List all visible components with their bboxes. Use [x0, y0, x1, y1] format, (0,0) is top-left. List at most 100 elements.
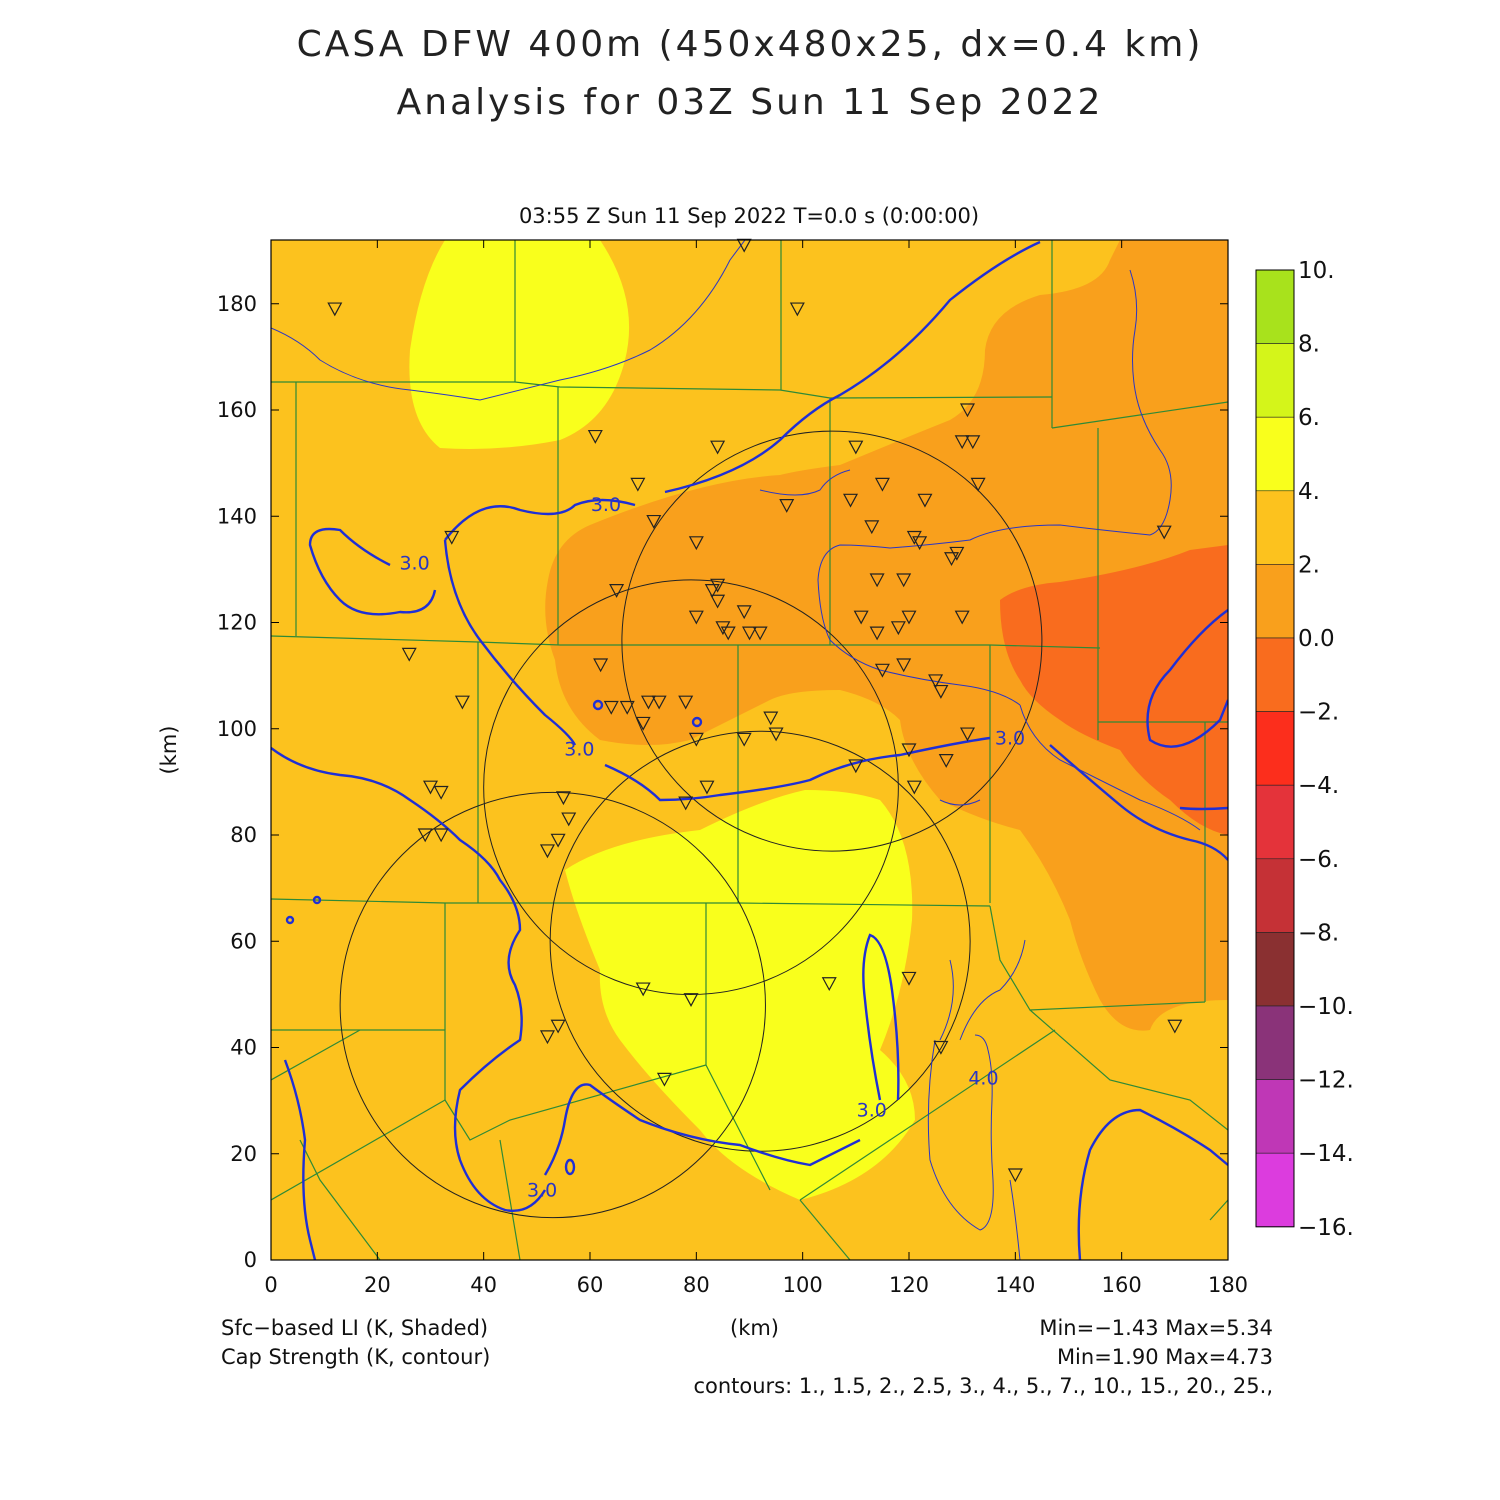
- station-marker-icon: [401, 647, 417, 662]
- station-marker-icon: [444, 530, 460, 545]
- station-marker-icon: [864, 520, 880, 535]
- x-tick-label: 120: [889, 1273, 929, 1297]
- colorbar-label: 4.: [1298, 479, 1320, 505]
- station-marker-icon: [917, 493, 933, 508]
- station-marker-icon: [1007, 1168, 1023, 1183]
- x-tick-label: 0: [264, 1273, 277, 1297]
- station-marker-icon: [710, 578, 726, 593]
- station-marker-icon: [741, 626, 758, 641]
- station-marker-icon: [710, 440, 726, 455]
- colorbar-label: −16.: [1298, 1215, 1354, 1241]
- station-marker-icon: [869, 626, 885, 641]
- station-marker-icon: [763, 711, 779, 726]
- station-marker-icon: [1156, 525, 1172, 540]
- radar-ring: [339, 791, 766, 1219]
- x-axis: 0 20 40 60 80 100 120 140 160 180: [264, 240, 1248, 1297]
- station-marker-icon: [656, 1072, 672, 1087]
- colorbar-swatch: [1255, 564, 1295, 639]
- colorbar: 10. 8. 6. 4. 2. 0.0 −2. −4. −6. −8. −10. −12. −14. −1…: [1255, 258, 1354, 1241]
- station-marker-icon: [715, 621, 731, 636]
- valid-time-label: 03:55 Z Sun 11 Sep 2022 T=0.0 s (0:00:00…: [518, 204, 980, 228]
- colorbar-label: −14.: [1298, 1141, 1354, 1167]
- colorbar-label: 0.0: [1298, 626, 1335, 652]
- station-marker-icon: [688, 732, 704, 747]
- contour-label: 3.0: [995, 728, 1025, 750]
- station-marker-icon: [938, 754, 954, 768]
- station-marker-icon: [933, 1040, 949, 1055]
- colorbar-label: −10.: [1298, 994, 1354, 1020]
- y-tick-label: 80: [230, 823, 257, 847]
- y-tick-label: 40: [230, 1036, 257, 1060]
- colorbar-label: −4.: [1298, 773, 1339, 799]
- x-axis-label: (km): [730, 1316, 780, 1340]
- station-marker-icon: [539, 1030, 555, 1045]
- station-marker-icon: [933, 684, 949, 699]
- li-band-0-2: [545, 240, 1228, 1031]
- radar-range-rings: [339, 430, 1043, 1219]
- station-marker-icon: [688, 610, 704, 625]
- cap-strength-contours: [271, 240, 1228, 1260]
- radar-ring: [483, 579, 899, 996]
- y-axis-label: (km): [157, 725, 181, 774]
- station-marker-icon: [869, 573, 885, 588]
- station-marker-icon: [848, 440, 864, 455]
- contour-field-label: Cap Strength (K, contour): [221, 1345, 491, 1369]
- station-marker-icon: [848, 759, 864, 774]
- station-marker-icon: [821, 977, 837, 992]
- contour-label: 3.0: [399, 552, 429, 574]
- colorbar-swatch: [1255, 416, 1295, 492]
- colorbar-swatch: [1255, 711, 1295, 786]
- colorbar-label: 10.: [1298, 258, 1335, 284]
- colorbar-frame: [1255, 269, 1295, 1228]
- station-marker-icon: [635, 982, 651, 997]
- colorbar-label: 2.: [1298, 552, 1320, 578]
- contour-minmax: Min=1.90 Max=4.73: [1056, 1345, 1273, 1369]
- colorbar-swatch: [1255, 1152, 1295, 1228]
- colorbar-swatch: [1255, 490, 1295, 565]
- station-marker-icon: [327, 302, 343, 317]
- station-marker-icon: [699, 780, 715, 795]
- station-marker-icon: [710, 594, 726, 609]
- station-marker-icon: [555, 791, 571, 806]
- station-marker-icon: [609, 584, 625, 598]
- y-axis: 0 20 40 60 80 100 120 140 160 180: [217, 292, 1228, 1272]
- contour-label: 3.0: [564, 738, 594, 760]
- x-tick-label: 80: [683, 1273, 710, 1297]
- colorbar-label: −12.: [1298, 1068, 1354, 1094]
- station-marker-icon: [789, 302, 805, 317]
- station-marker-icon: [635, 716, 651, 731]
- y-tick-label: 160: [217, 398, 257, 422]
- y-tick-label: 60: [230, 929, 257, 953]
- colorbar-swatch: [1255, 1079, 1295, 1154]
- y-tick-label: 20: [230, 1142, 257, 1166]
- station-marker-icon: [906, 530, 922, 545]
- map-title-line1: CASA DFW 400m (450x480x25, dx=0.4 km): [296, 24, 1204, 65]
- station-marker-icon: [896, 658, 912, 673]
- map-title-line2: Analysis for 03Z Sun 11 Sep 2022: [396, 82, 1104, 123]
- station-marker-icon: [874, 663, 890, 678]
- station-marker-icon: [704, 584, 720, 598]
- colorbar-label: 6.: [1298, 405, 1320, 431]
- station-marker-icon: [959, 727, 975, 742]
- colorbar-label: 8.: [1298, 332, 1320, 358]
- station-marker-icon: [779, 499, 795, 513]
- station-marker-icon: [550, 1019, 566, 1034]
- station-marker-icon: [603, 700, 619, 715]
- colorbar-swatch: [1255, 637, 1295, 712]
- station-marker-icon: [688, 536, 704, 551]
- station-marker-icon: [720, 626, 736, 641]
- station-marker-icon: [454, 695, 470, 710]
- colorbar-swatch: [1255, 1005, 1295, 1080]
- station-marker-icon: [959, 403, 975, 418]
- x-tick-label: 20: [364, 1273, 391, 1297]
- contour-label: 4.0: [968, 1068, 998, 1090]
- station-marker-icon: [901, 610, 917, 625]
- county-boundaries: [271, 240, 1228, 1260]
- station-marker-icon: [646, 514, 662, 529]
- station-marker-icon: [970, 477, 986, 492]
- station-marker-icon: [433, 828, 449, 843]
- station-marker-icon: [561, 812, 577, 827]
- station-marker-icon: [1167, 1019, 1183, 1034]
- radar-ring: [621, 430, 1043, 852]
- x-tick-label: 160: [1102, 1273, 1142, 1297]
